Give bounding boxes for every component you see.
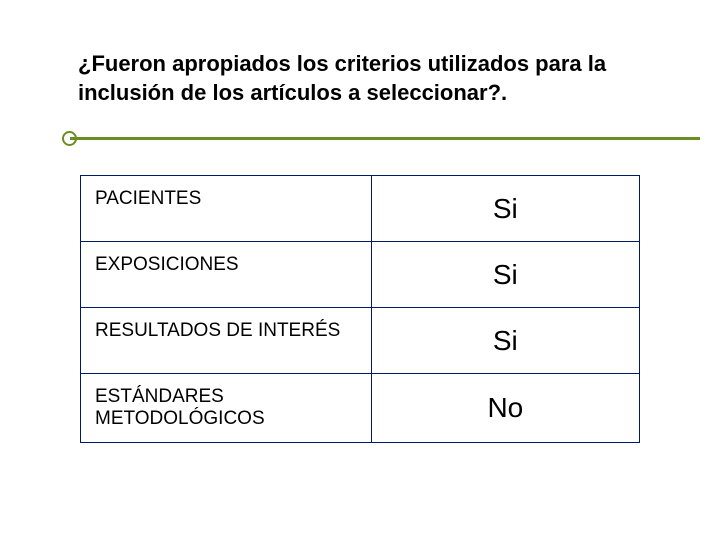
criteria-table: PACIENTES Si EXPOSICIONES Si RESULTADOS … xyxy=(80,175,640,443)
table-row: PACIENTES Si xyxy=(81,176,640,242)
row-label: ESTÁNDARES METODOLÓGICOS xyxy=(81,374,372,443)
row-label: EXPOSICIONES xyxy=(81,242,372,308)
page-title: ¿Fueron apropiados los criterios utiliza… xyxy=(70,50,660,107)
table-row: RESULTADOS DE INTERÉS Si xyxy=(81,308,640,374)
slide: ¿Fueron apropiados los criterios utiliza… xyxy=(0,0,720,483)
row-value: Si xyxy=(371,308,639,374)
title-rule xyxy=(40,127,660,151)
row-value: Si xyxy=(371,176,639,242)
row-value: Si xyxy=(371,242,639,308)
table-row: EXPOSICIONES Si xyxy=(81,242,640,308)
table-row: ESTÁNDARES METODOLÓGICOS No xyxy=(81,374,640,443)
rule-line xyxy=(70,137,700,140)
row-label: PACIENTES xyxy=(81,176,372,242)
row-label: RESULTADOS DE INTERÉS xyxy=(81,308,372,374)
row-value: No xyxy=(371,374,639,443)
title-block: ¿Fueron apropiados los criterios utiliza… xyxy=(70,50,660,107)
